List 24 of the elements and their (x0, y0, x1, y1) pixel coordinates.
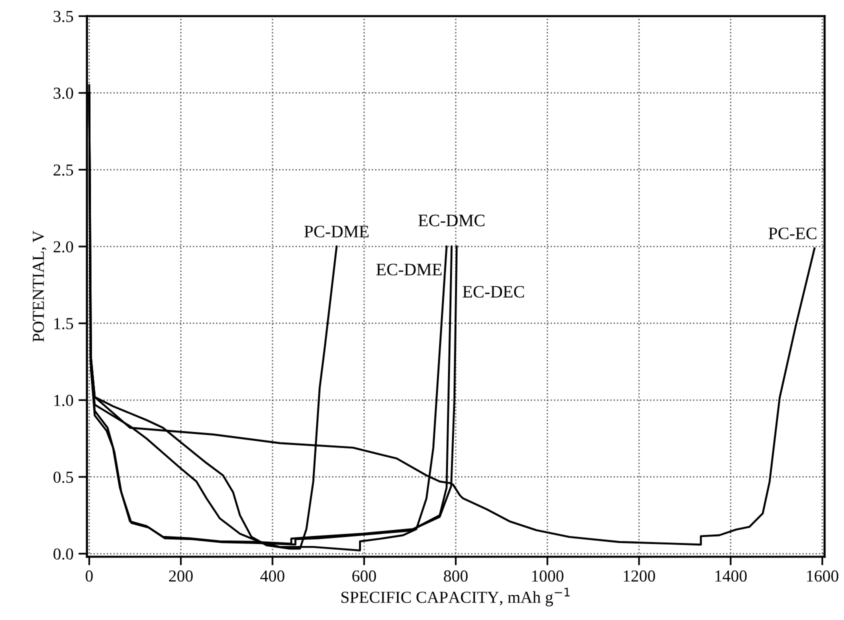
series-label: PC-DME (304, 226, 369, 238)
x-axis-title: SPECIFIC CAPACITY, mAh g$^{−1}$ (341, 588, 570, 606)
y-tick-label: 2.5 (54, 164, 74, 176)
x-tick-label: 0 (86, 570, 93, 582)
y-tick-label: 0.0 (54, 548, 74, 560)
y-tick-label: 3.5 (54, 10, 74, 22)
x-tick-label: 400 (260, 570, 284, 582)
series-label: EC-DMC (418, 214, 484, 226)
x-tick-label: 200 (169, 570, 193, 582)
series-label: EC-DEC (462, 286, 524, 298)
x-tick-label: 1400 (715, 570, 747, 582)
x-tick-label: 600 (352, 570, 376, 582)
series-label: PC-EC (768, 228, 816, 240)
x-tick-label: 800 (444, 570, 468, 582)
y-tick-label: 0.5 (54, 472, 74, 483)
x-tick-label: 1000 (532, 570, 564, 582)
y-tick-label: 3.0 (54, 88, 74, 99)
series-label: EC-DME (376, 264, 442, 276)
y-tick-label: 1.0 (54, 394, 74, 406)
x-tick-label: 1200 (624, 570, 656, 582)
y-tick-label: 1.5 (54, 318, 74, 330)
y-tick-label: 2.0 (54, 241, 74, 253)
x-tick-label: 1600 (807, 570, 838, 582)
y-axis-title: POTENTIAL, V (32, 230, 46, 342)
